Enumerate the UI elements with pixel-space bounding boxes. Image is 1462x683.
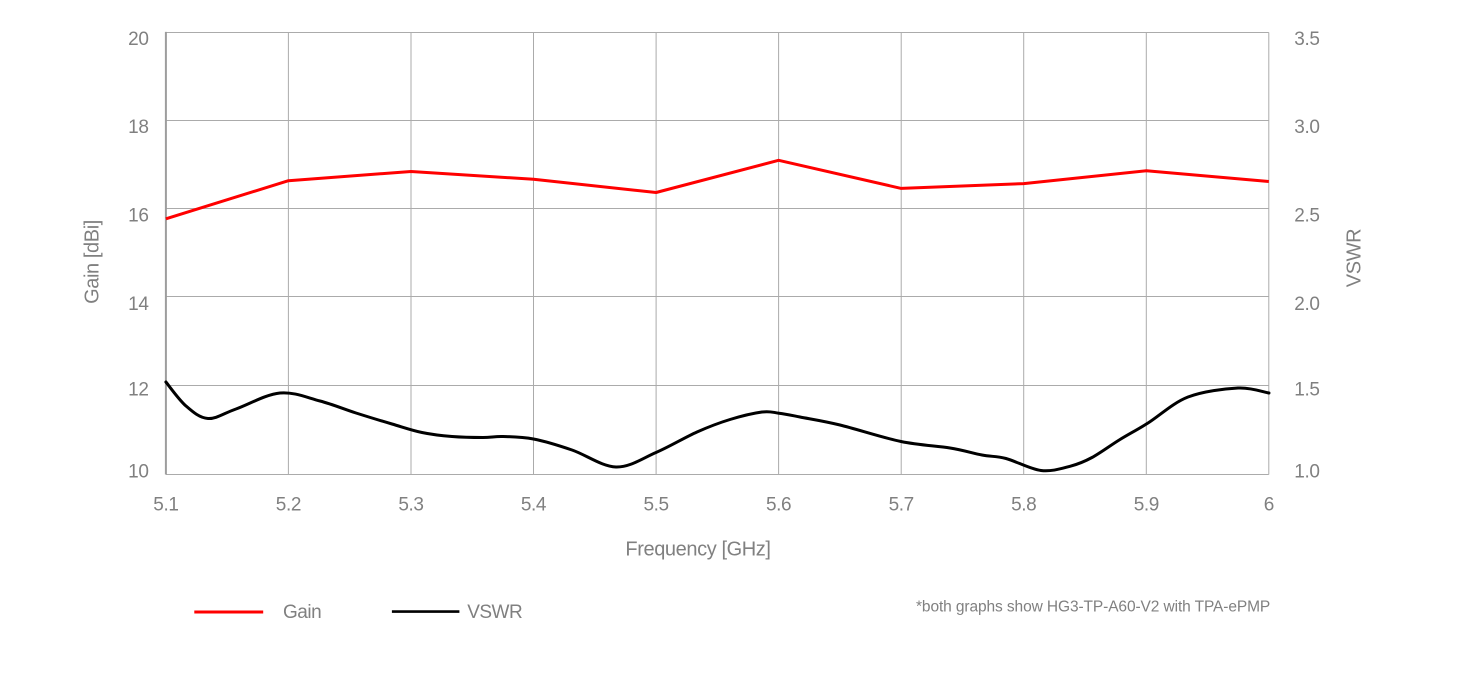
svg-text:16: 16 <box>128 205 148 226</box>
svg-text:Frequency [GHz]: Frequency [GHz] <box>625 539 770 561</box>
svg-text:1.5: 1.5 <box>1294 380 1319 401</box>
svg-text:Gain [dBi]: Gain [dBi] <box>82 220 104 304</box>
svg-text:10: 10 <box>128 462 148 483</box>
svg-text:5.2: 5.2 <box>276 495 301 516</box>
svg-text:12: 12 <box>128 380 148 401</box>
svg-text:VSWR: VSWR <box>1344 229 1366 287</box>
svg-text:3.5: 3.5 <box>1294 29 1319 50</box>
svg-text:Gain: Gain <box>283 602 321 623</box>
svg-text:5.6: 5.6 <box>766 495 791 516</box>
svg-text:5.4: 5.4 <box>521 495 547 516</box>
svg-text:2.5: 2.5 <box>1294 205 1319 226</box>
svg-text:*both graphs show HG3-TP-A60-V: *both graphs show HG3-TP-A60-V2 with TPA… <box>916 599 1270 616</box>
svg-text:5.9: 5.9 <box>1134 495 1159 516</box>
svg-text:5.5: 5.5 <box>643 495 668 516</box>
svg-text:5.8: 5.8 <box>1011 495 1036 516</box>
svg-text:5.1: 5.1 <box>153 495 178 516</box>
svg-text:14: 14 <box>128 294 149 315</box>
svg-text:3.0: 3.0 <box>1294 117 1319 138</box>
svg-text:5.7: 5.7 <box>889 495 914 516</box>
svg-text:18: 18 <box>128 117 148 138</box>
svg-text:1.0: 1.0 <box>1294 462 1319 483</box>
svg-text:VSWR: VSWR <box>467 602 522 623</box>
svg-text:6: 6 <box>1264 495 1274 516</box>
svg-text:2.0: 2.0 <box>1294 294 1319 315</box>
svg-text:5.3: 5.3 <box>398 495 423 516</box>
svg-text:20: 20 <box>128 29 148 50</box>
